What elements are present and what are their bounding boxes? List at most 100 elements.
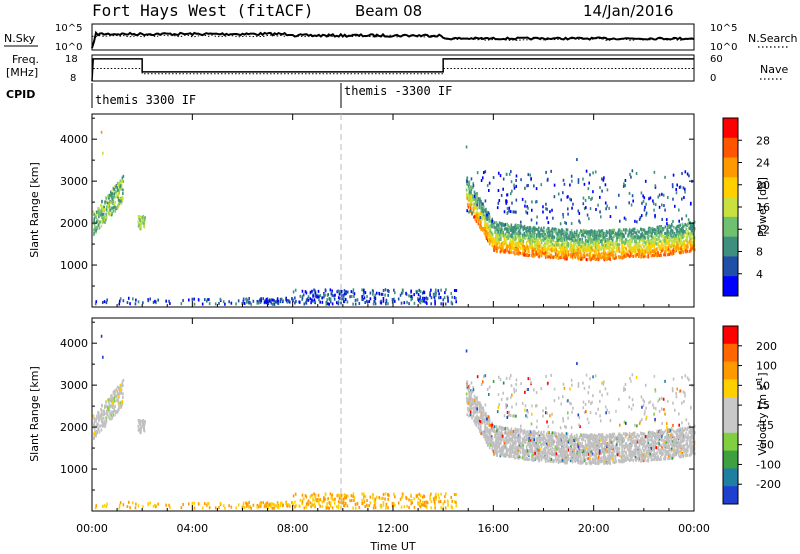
velocity-echo-cell (95, 419, 97, 423)
power-echo-cell (671, 249, 674, 253)
velocity-echo-cell (511, 450, 513, 454)
power-echo-cell (666, 245, 668, 249)
power-echo-cell (581, 233, 583, 237)
power-echo-cell (526, 233, 528, 237)
power-echo-cell (553, 227, 555, 231)
power-echo-cell (545, 234, 547, 238)
velocity-echo-cell (112, 399, 115, 403)
power-echo-cell (469, 198, 471, 202)
power-echo-cell (547, 255, 550, 259)
power-echo-cell (112, 206, 115, 210)
power-echo-cell (671, 229, 674, 233)
power-echo-cell (526, 245, 529, 249)
power-echo-cell (120, 187, 123, 191)
power-echo-cell (338, 289, 341, 293)
power-echo-cell (515, 210, 517, 214)
power-echo-cell (650, 238, 653, 242)
power-echo-cell (511, 241, 514, 245)
power-echo-cell (219, 297, 222, 301)
power-echo-cell (548, 252, 551, 256)
power-echo-cell (314, 294, 317, 298)
power-echo-cell (497, 189, 500, 193)
power-echo-cell (472, 184, 475, 188)
power-echo-cell (438, 292, 440, 296)
power-echo-cell (140, 222, 143, 226)
power-echo-cell (558, 235, 561, 239)
velocity-echo-cell (267, 506, 270, 510)
velocity-echo-cell (291, 501, 294, 505)
velocity-echo-cell (405, 495, 407, 499)
power-echo-cell (618, 243, 621, 247)
power-echo-cell (104, 221, 106, 225)
velocity-echo-cell (415, 495, 418, 499)
power-echo-cell (117, 183, 120, 187)
velocity-echo-cell (611, 444, 614, 448)
power-echo-cell (354, 302, 357, 306)
velocity-echo-cell (381, 496, 383, 500)
velocity-echo-cell (384, 497, 386, 501)
velocity-echo-cell (419, 494, 422, 498)
power-echo-cell (471, 193, 473, 197)
power-echo-cell (633, 244, 636, 248)
velocity-echo-cell (165, 503, 167, 507)
power-echo-cell (549, 210, 551, 214)
velocity-echo-cell (137, 418, 140, 422)
power-echo-cell (510, 170, 512, 174)
power-echo-cell (522, 234, 525, 238)
power-echo-cell (606, 253, 608, 257)
velocity-echo-cell (126, 505, 129, 509)
power-echo-cell (363, 296, 366, 300)
power-echo-cell (143, 225, 146, 229)
velocity-echo-cell (157, 502, 160, 506)
power-echo-cell (276, 297, 279, 301)
power-echo-cell (326, 298, 329, 302)
power-echo-cell (589, 233, 592, 237)
power-echo-cell (135, 298, 137, 302)
power-echo-cell (273, 299, 276, 303)
power-echo-cell (597, 203, 599, 207)
power-echo-cell (312, 294, 314, 298)
velocity-echo-cell (276, 503, 279, 507)
power-echo-cell (95, 220, 98, 224)
power-echo-cell (333, 297, 336, 301)
power-echo-cell (666, 195, 669, 199)
velocity-echo-cell (446, 499, 449, 503)
power-echo-cell (352, 302, 354, 306)
velocity-echo-cell (497, 450, 499, 454)
power-echo-cell (478, 199, 481, 203)
power-echo-cell (652, 253, 654, 257)
power-echo-cell (222, 300, 225, 304)
beam-label: Beam 08 (355, 2, 422, 20)
power-echo-cell (678, 208, 680, 212)
power-echo-cell (678, 230, 681, 234)
velocity-echo-cell (294, 500, 296, 504)
power-echo-cell (468, 180, 471, 184)
power-echo-cell (689, 227, 692, 231)
velocity-echo-cell (613, 432, 616, 436)
velocity-echo-cell (154, 503, 156, 507)
power-echo-cell (608, 240, 611, 244)
velocity-echo-cell (95, 424, 98, 428)
velocity-echo-cell (95, 432, 97, 436)
power-echo-cell (571, 249, 573, 253)
velocity-echo-cell (305, 495, 308, 499)
power-echo-cell (137, 224, 140, 228)
velocity-echo-cell (613, 461, 616, 465)
power-echo-cell (485, 216, 488, 220)
power-echo-cell (672, 234, 675, 238)
power-echo-cell (483, 216, 485, 220)
power-echo-cell (469, 201, 471, 205)
velocity-echo-cell (689, 431, 692, 435)
power-echo-cell (364, 291, 367, 295)
power-echo-cell (556, 239, 558, 243)
power-echo-cell (603, 231, 605, 235)
power-echo-cell (598, 233, 600, 237)
power-echo-cell (564, 230, 566, 234)
power-echo-cell (577, 241, 580, 245)
velocity-echo-cell (122, 503, 125, 507)
power-echo-cell (598, 231, 601, 235)
power-echo-cell (538, 255, 541, 259)
velocity-echo-cell (95, 414, 98, 418)
power-colorbar-swatch (723, 177, 738, 198)
power-echo-cell (482, 227, 484, 231)
